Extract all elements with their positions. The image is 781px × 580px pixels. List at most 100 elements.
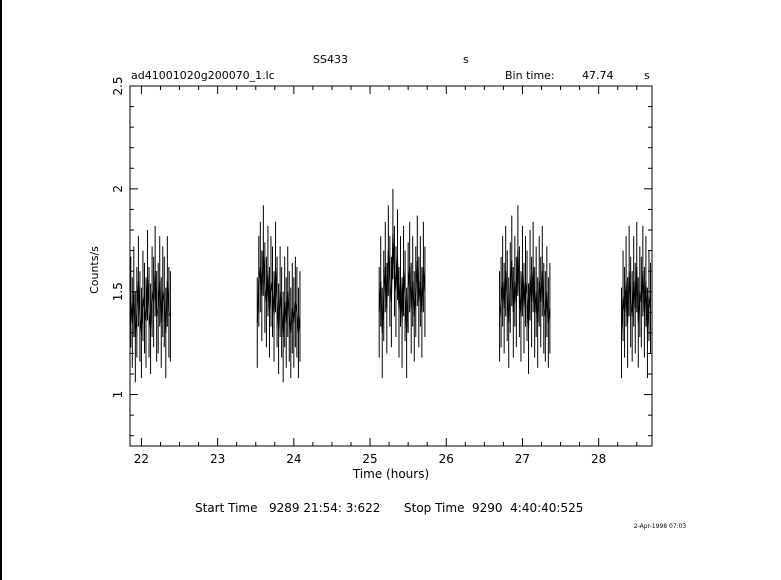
trace-segment <box>386 250 389 309</box>
trace-segment <box>137 281 141 317</box>
trace-segment <box>532 267 536 313</box>
y-tick-label: 1.5 <box>111 282 125 301</box>
trace-segment <box>147 275 150 313</box>
trace-segment <box>261 250 264 296</box>
trace-segment <box>134 312 138 338</box>
trace-segment <box>627 271 630 323</box>
x-tick-label: 24 <box>286 452 301 466</box>
trace-segment <box>142 295 145 309</box>
trace-segment <box>648 295 651 309</box>
x-tick-label: 25 <box>362 452 377 466</box>
trace-segment <box>293 301 296 323</box>
trace-segment <box>521 271 525 309</box>
trace-segment <box>392 234 395 272</box>
trace-segment <box>285 291 289 323</box>
trace-segment <box>528 275 531 329</box>
trace-segment <box>541 271 545 309</box>
object-suffix: s <box>463 53 469 66</box>
trace-segment <box>297 316 301 333</box>
trace-segment <box>537 281 540 323</box>
trace-segment <box>287 291 290 317</box>
trace-segment <box>511 260 514 313</box>
plot-date: 2-Apr-1998 07:03 <box>634 523 687 530</box>
trace-segment <box>646 295 650 333</box>
trace-segment <box>645 281 648 333</box>
stop-time-value: 9290 4:40:40:525 <box>472 501 583 515</box>
trace-segment <box>547 308 551 323</box>
trace-segment <box>267 271 270 313</box>
start-time-label: Start Time <box>195 501 258 515</box>
bin-time-unit: s <box>644 69 650 82</box>
trace-segment <box>499 301 502 317</box>
left-border <box>0 0 2 580</box>
trace-segment <box>503 271 507 309</box>
trace-segment <box>413 291 417 317</box>
trace-segment <box>278 291 281 329</box>
trace-segment <box>387 250 391 282</box>
trace-segment <box>642 271 645 313</box>
trace-segment <box>145 275 149 323</box>
trace-segment <box>525 281 528 296</box>
x-tick-label: 26 <box>439 452 454 466</box>
trace-segment <box>412 281 415 317</box>
data-marks <box>130 188 651 383</box>
trace-segment <box>133 291 136 337</box>
trace-segment <box>256 281 260 323</box>
trace-segment <box>166 281 170 313</box>
bin-time-label: Bin time: <box>505 69 555 82</box>
trace-segment <box>380 281 383 333</box>
y-axis-title: Counts/s <box>88 246 101 294</box>
axis-ticks: 22 23 24 25 26 27 28 1 1.5 2 2.5 <box>111 76 652 466</box>
trace-segment <box>156 308 159 317</box>
trace-segment <box>160 291 164 323</box>
trace-segment <box>294 301 298 313</box>
bin-time-value: 47.74 <box>582 69 614 82</box>
trace-segment <box>273 267 277 317</box>
trace-segment <box>296 312 299 333</box>
trace-segment <box>290 308 293 333</box>
trace-segment <box>520 271 523 317</box>
plot-frame <box>129 85 653 447</box>
trace-segment <box>165 281 168 333</box>
trace-segment <box>275 267 278 303</box>
x-tick-label: 22 <box>134 452 149 466</box>
y-tick-label: 1 <box>111 391 125 399</box>
x-tick-label: 23 <box>210 452 225 466</box>
trace-segment <box>262 250 266 288</box>
trace-segment <box>422 266 426 292</box>
trace-segment <box>628 271 632 303</box>
trace-segment <box>631 281 635 317</box>
trace-segment <box>268 281 272 313</box>
y-tick-label: 2 <box>111 185 125 193</box>
object-name: SS433 <box>313 53 348 66</box>
trace-segment <box>270 281 273 292</box>
trace-segment <box>409 267 412 309</box>
trace-segment <box>406 287 409 333</box>
trace-segment <box>154 271 158 317</box>
trace-segment <box>636 267 639 323</box>
trace-segment <box>140 295 144 333</box>
trace-segment <box>403 271 406 296</box>
trace-segment <box>515 250 519 303</box>
trace-segment <box>168 312 171 317</box>
x-axis-title: Time (hours) <box>352 467 429 481</box>
x-tick-label: 28 <box>591 452 606 466</box>
file-name: ad41001020g200070_1.lc <box>131 69 275 82</box>
trace-segment <box>390 234 394 303</box>
x-tick-label: 27 <box>515 452 530 466</box>
trace-segment <box>150 291 153 329</box>
trace-segment <box>416 260 420 303</box>
trace-segment <box>401 271 405 323</box>
trace-segment <box>621 295 624 333</box>
trace-segment <box>546 291 549 323</box>
y-tick-label: 2.5 <box>111 76 125 95</box>
start-time-value: 9289 21:54: 3:622 <box>269 501 380 515</box>
trace-segment <box>282 301 286 337</box>
trace-segment <box>279 291 283 313</box>
trace-segment <box>421 267 424 313</box>
trace-segment <box>505 271 508 296</box>
trace-segment <box>162 291 165 303</box>
trace-segment <box>508 287 511 323</box>
stop-time-label: Stop Time <box>404 501 464 515</box>
